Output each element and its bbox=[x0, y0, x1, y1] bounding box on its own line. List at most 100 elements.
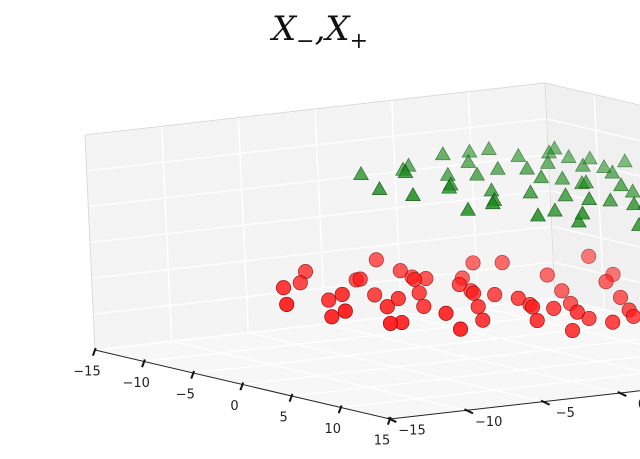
triangle-point bbox=[371, 180, 388, 195]
triangle-point bbox=[616, 153, 633, 168]
triangle-point bbox=[624, 183, 640, 198]
y-tick bbox=[464, 408, 474, 415]
triangle-point bbox=[626, 196, 640, 211]
circle-point bbox=[465, 285, 482, 301]
triangle-point bbox=[439, 166, 456, 181]
y-tick-label: −10 bbox=[475, 415, 502, 430]
y-tick-label: 0 bbox=[638, 398, 640, 413]
circle-point bbox=[524, 299, 541, 315]
triangle-point bbox=[560, 148, 577, 163]
triangle-point bbox=[353, 165, 369, 181]
circle-point bbox=[279, 296, 295, 312]
x-tick-label: 5 bbox=[280, 411, 288, 426]
grid-floor-y bbox=[478, 305, 640, 346]
circle-point bbox=[367, 287, 383, 303]
x-tick bbox=[141, 359, 146, 368]
title-sub-minus: − bbox=[296, 29, 314, 54]
x-tick-label: −15 bbox=[73, 365, 100, 380]
triangle-point bbox=[484, 195, 501, 210]
x-tick bbox=[190, 370, 196, 379]
circle-point bbox=[529, 312, 545, 329]
y-tick-label: −5 bbox=[556, 406, 575, 421]
x-tick bbox=[91, 347, 97, 356]
circle-point bbox=[494, 255, 510, 271]
circle-point bbox=[487, 287, 503, 303]
y-tick bbox=[540, 399, 551, 406]
circle-point bbox=[470, 299, 486, 315]
x-tick bbox=[337, 405, 343, 414]
triangle-point bbox=[578, 174, 594, 189]
triangle-point bbox=[460, 201, 476, 216]
grid-floor-y bbox=[324, 323, 621, 394]
chart-title: X−,X+ bbox=[269, 9, 368, 54]
triangle-point bbox=[581, 150, 598, 165]
x-tick-label: 0 bbox=[230, 399, 238, 414]
title-main: X bbox=[269, 9, 298, 49]
circle-point bbox=[406, 271, 423, 287]
triangle-point bbox=[546, 202, 563, 217]
circle-point bbox=[465, 255, 481, 271]
grid-floor-y bbox=[401, 314, 640, 372]
title-sub-plus: + bbox=[350, 29, 368, 54]
grid-back-z bbox=[546, 118, 640, 142]
triangle-point bbox=[574, 205, 591, 220]
triangle-point bbox=[596, 158, 612, 174]
y-tick-label: −15 bbox=[398, 424, 425, 439]
grid-back-z bbox=[548, 153, 640, 177]
x-tick-label: 15 bbox=[374, 434, 391, 449]
triangle-point bbox=[405, 187, 421, 202]
triangle-point bbox=[460, 153, 477, 168]
circle-point bbox=[438, 305, 454, 321]
circle-point bbox=[416, 298, 432, 314]
grid-side-z bbox=[86, 118, 547, 172]
triangle-point bbox=[570, 213, 587, 228]
circle-point bbox=[605, 314, 621, 330]
grid-back-z bbox=[549, 189, 640, 213]
title-main-2: X bbox=[322, 9, 351, 49]
circle-point bbox=[334, 286, 350, 302]
grid-back-z bbox=[553, 261, 640, 284]
triangle-point bbox=[581, 190, 598, 206]
circle-point bbox=[612, 289, 629, 305]
circle-point bbox=[337, 303, 353, 319]
triangle-point bbox=[557, 187, 574, 202]
grid-back-z bbox=[551, 225, 640, 248]
circle-point bbox=[411, 285, 427, 301]
grid-floor-y bbox=[171, 340, 467, 412]
circle-point bbox=[452, 321, 469, 337]
triangle-point bbox=[631, 216, 640, 231]
grid-floor-y bbox=[248, 331, 544, 403]
triangle-point bbox=[469, 166, 485, 181]
circle-point bbox=[554, 283, 570, 299]
circle-point bbox=[581, 310, 597, 326]
circle-point bbox=[324, 309, 340, 325]
circle-point bbox=[368, 252, 384, 268]
circle-point bbox=[292, 275, 308, 291]
grid-side-z bbox=[91, 225, 552, 280]
triangle-point bbox=[441, 179, 458, 194]
y-tick bbox=[617, 391, 627, 397]
circle-point bbox=[382, 315, 399, 331]
circle-point bbox=[546, 300, 562, 316]
triangle-point bbox=[554, 170, 571, 185]
circle-point bbox=[581, 248, 597, 264]
axis-ticks: −15−10−5051015−15−10−5051015−15−10−50510… bbox=[73, 347, 640, 449]
circle-point bbox=[451, 276, 467, 293]
circle-point bbox=[569, 304, 585, 320]
triangle-point bbox=[602, 192, 619, 207]
triangle-point bbox=[434, 146, 451, 161]
triangle-point bbox=[539, 154, 556, 169]
circle-point bbox=[510, 290, 526, 306]
circle-point bbox=[352, 271, 368, 287]
triangle-point bbox=[519, 160, 535, 175]
data-points bbox=[275, 140, 640, 339]
triangle-point bbox=[522, 184, 539, 199]
circle-point bbox=[475, 312, 491, 328]
pane-edge bbox=[84, 82, 546, 136]
triangle-point bbox=[483, 182, 500, 197]
circle-point bbox=[321, 292, 337, 308]
triangle-point bbox=[533, 169, 550, 184]
x-tick-label: 10 bbox=[325, 422, 342, 437]
pane-edge bbox=[544, 82, 640, 106]
triangle-point bbox=[480, 140, 497, 155]
